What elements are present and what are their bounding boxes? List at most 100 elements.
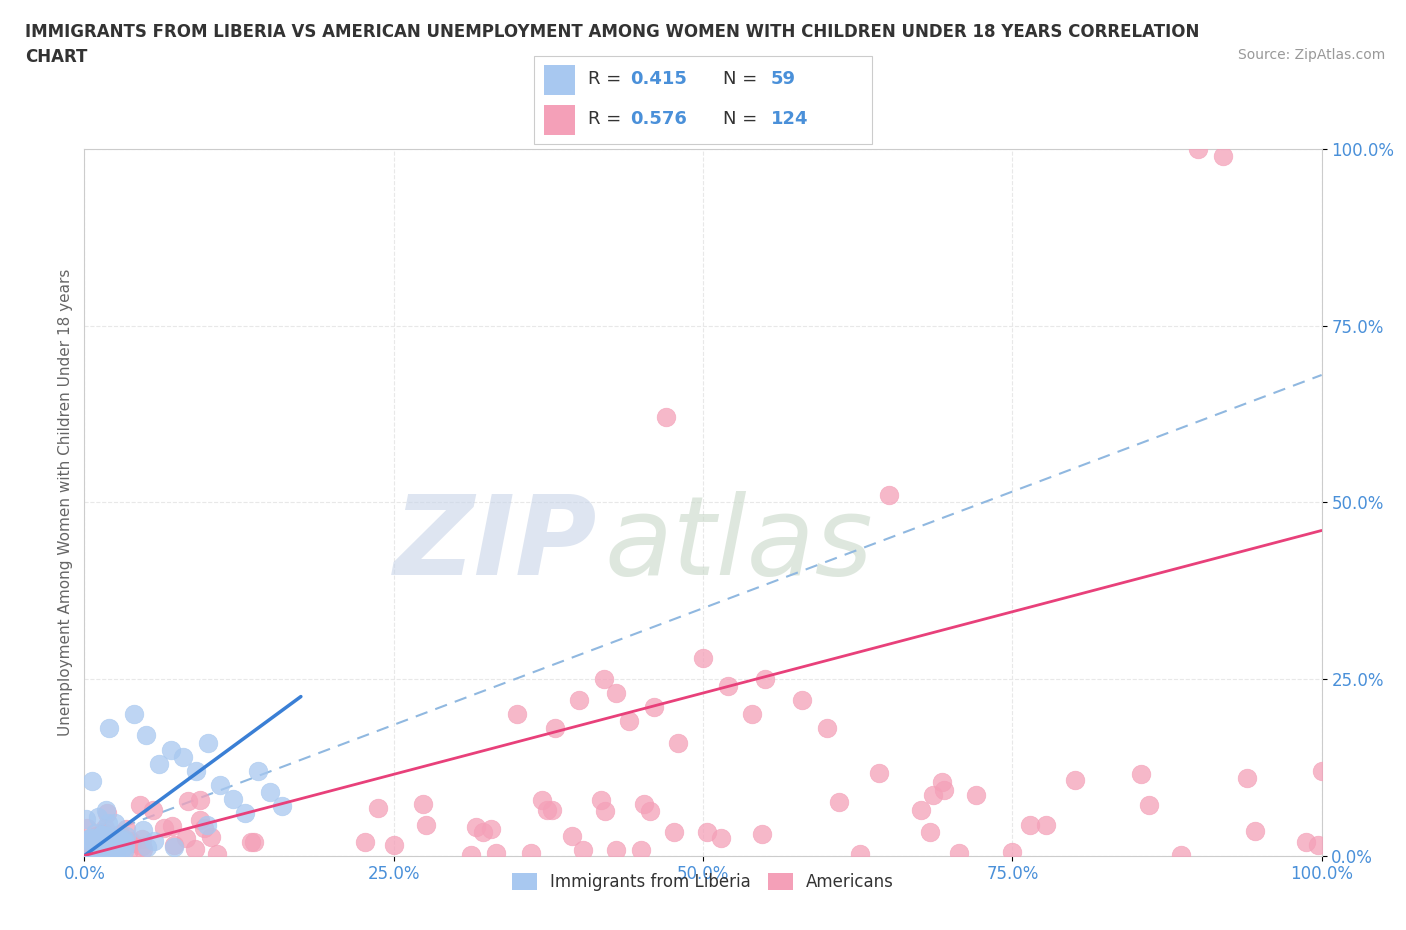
- Point: [415, 817, 437, 832]
- Point: [80, 842, 103, 857]
- Point: [112, 833, 135, 848]
- Point: [148, 756, 170, 771]
- Point: [103, 834, 125, 849]
- Point: [91, 828, 114, 843]
- Point: [122, 707, 145, 722]
- Point: [82, 830, 104, 845]
- Point: [86, 845, 108, 860]
- Point: [246, 764, 269, 778]
- Text: ZIP: ZIP: [394, 491, 598, 598]
- Point: [692, 650, 714, 665]
- Point: [195, 817, 218, 832]
- Bar: [544, 65, 575, 95]
- Point: [103, 844, 125, 859]
- Point: [593, 671, 616, 686]
- Point: [630, 843, 652, 857]
- Point: [1001, 844, 1024, 859]
- Point: [84, 832, 107, 847]
- Point: [536, 803, 558, 817]
- Point: [131, 839, 153, 854]
- Text: CHART: CHART: [25, 48, 87, 66]
- Point: [664, 824, 686, 839]
- Point: [1187, 141, 1209, 156]
- Point: [1212, 149, 1234, 164]
- FancyBboxPatch shape: [534, 56, 872, 144]
- Point: [472, 825, 495, 840]
- Point: [97, 829, 120, 844]
- Point: [83, 846, 105, 861]
- Point: [84, 826, 107, 841]
- Point: [717, 679, 740, 694]
- Point: [412, 796, 434, 811]
- Point: [94, 837, 117, 852]
- Point: [131, 831, 153, 846]
- Point: [506, 707, 529, 722]
- Point: [98, 721, 121, 736]
- Point: [243, 834, 266, 849]
- Point: [633, 796, 655, 811]
- Point: [83, 836, 105, 851]
- Point: [91, 847, 114, 862]
- Point: [120, 834, 142, 849]
- Point: [87, 810, 110, 825]
- Text: R =: R =: [588, 111, 627, 128]
- Point: [75, 811, 97, 826]
- Point: [142, 834, 165, 849]
- Point: [110, 844, 132, 858]
- Point: [90, 828, 112, 843]
- Point: [104, 816, 127, 830]
- Point: [188, 792, 211, 807]
- Point: [655, 410, 678, 425]
- Legend: Immigrants from Liberia, Americans: Immigrants from Liberia, Americans: [505, 867, 901, 898]
- Point: [222, 791, 245, 806]
- Point: [354, 835, 377, 850]
- Point: [89, 835, 111, 850]
- Point: [877, 487, 900, 502]
- Point: [710, 830, 733, 845]
- Point: [479, 822, 502, 837]
- Point: [91, 825, 114, 840]
- Point: [97, 816, 120, 830]
- Point: [135, 728, 157, 743]
- Point: [121, 835, 143, 850]
- Point: [849, 847, 872, 862]
- Point: [94, 803, 117, 817]
- Point: [593, 804, 616, 818]
- Point: [1129, 767, 1152, 782]
- Text: 59: 59: [770, 70, 796, 87]
- Point: [82, 839, 104, 854]
- Point: [86, 846, 108, 861]
- Text: N =: N =: [723, 70, 763, 87]
- Point: [162, 818, 184, 833]
- Point: [84, 839, 107, 854]
- Text: R =: R =: [588, 70, 627, 87]
- Point: [240, 835, 263, 850]
- Point: [93, 834, 115, 849]
- Point: [89, 841, 111, 856]
- Point: [84, 847, 107, 862]
- Text: 0.576: 0.576: [630, 111, 688, 128]
- Point: [696, 825, 718, 840]
- Point: [530, 792, 553, 807]
- Text: IMMIGRANTS FROM LIBERIA VS AMERICAN UNEMPLOYMENT AMONG WOMEN WITH CHILDREN UNDER: IMMIGRANTS FROM LIBERIA VS AMERICAN UNEM…: [25, 23, 1199, 41]
- Point: [79, 832, 101, 847]
- Point: [174, 830, 197, 845]
- Point: [77, 841, 100, 856]
- Point: [90, 827, 112, 842]
- Point: [132, 823, 155, 838]
- Point: [367, 801, 389, 816]
- Point: [921, 788, 943, 803]
- Point: [77, 844, 100, 859]
- Point: [90, 846, 112, 861]
- Point: [91, 847, 114, 862]
- Point: [83, 840, 105, 855]
- Point: [561, 829, 583, 844]
- Point: [519, 845, 541, 860]
- Point: [828, 794, 851, 809]
- Point: [751, 827, 773, 842]
- Text: 0.415: 0.415: [630, 70, 688, 87]
- Point: [465, 819, 488, 834]
- Point: [129, 798, 152, 813]
- Point: [207, 846, 229, 861]
- Point: [540, 803, 562, 817]
